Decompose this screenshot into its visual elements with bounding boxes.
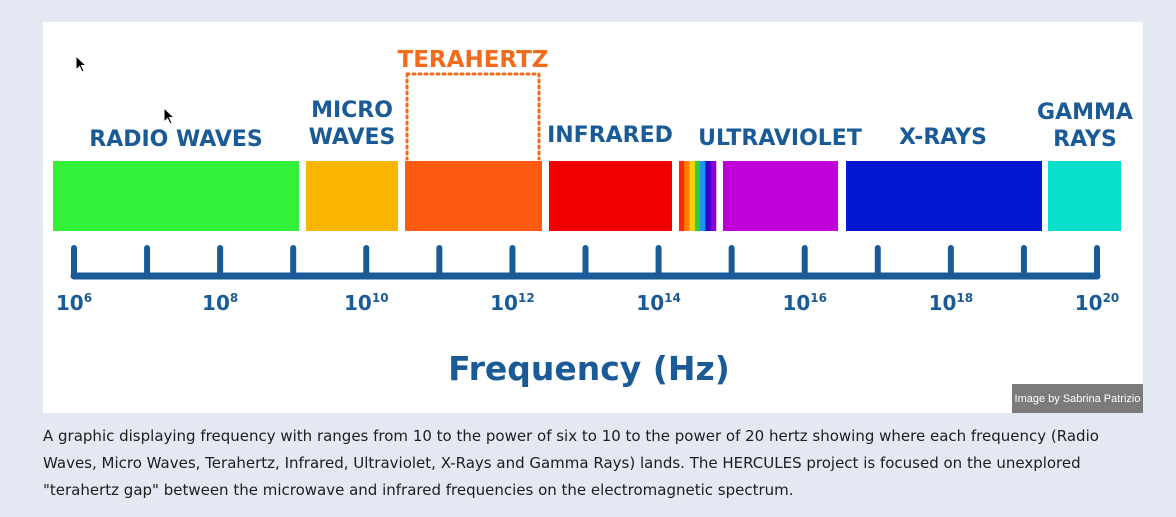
figure-caption: A graphic displaying frequency with rang… [43,427,1099,499]
visible-light-stripe [684,161,690,231]
image-credit: Image by Sabrina Patrizio [1012,384,1143,413]
tick-label: 1012 [490,291,535,315]
band-gamma-rays [1048,161,1121,231]
band-infrared [549,161,672,231]
visible-light-stripe [700,161,706,231]
mouse-cursor-icon [163,107,175,125]
spectrum-figure: RADIO WAVES MICRO WAVES TERAHERTZ INFRARED UL… [43,22,1143,413]
tick-label: 1014 [636,291,681,315]
band-label-micro-waves: MICRO [311,98,393,123]
band-label-gamma-rays: GAMMA [1037,100,1133,125]
visible-light-stripe [710,161,717,231]
visible-light-stripe [689,161,696,231]
band-ultraviolet [723,161,838,231]
tick-label: 1020 [1075,291,1120,315]
band-label-x-rays: X-RAYS [899,125,987,150]
visible-light-stripe [694,161,701,231]
band-label-micro-waves: WAVES [309,125,396,150]
terahertz-bracket [405,72,541,161]
band-label-radio-waves: RADIO WAVES [89,127,263,152]
tick-label: 1018 [929,291,974,315]
band-label-gamma-rays: RAYS [1053,127,1117,152]
tick-label: 106 [56,291,92,315]
visible-light-stripe [705,161,712,231]
band-label-terahertz: TERAHERTZ [398,47,549,73]
band-x-rays [846,161,1042,231]
visible-light-stripe [679,161,685,231]
tick-label: 1010 [344,291,389,315]
mouse-cursor-icon [75,55,87,73]
tick-label: 108 [202,291,238,315]
band-radio-waves [53,161,299,231]
axis-title: Frequency (Hz) [448,349,730,388]
tick-label: 1016 [782,291,827,315]
band-label-ultraviolet: ULTRAVIOLET [698,126,862,151]
band-label-infrared: INFRARED [547,123,673,148]
band-micro-waves [306,161,398,231]
band-terahertz [405,161,542,231]
